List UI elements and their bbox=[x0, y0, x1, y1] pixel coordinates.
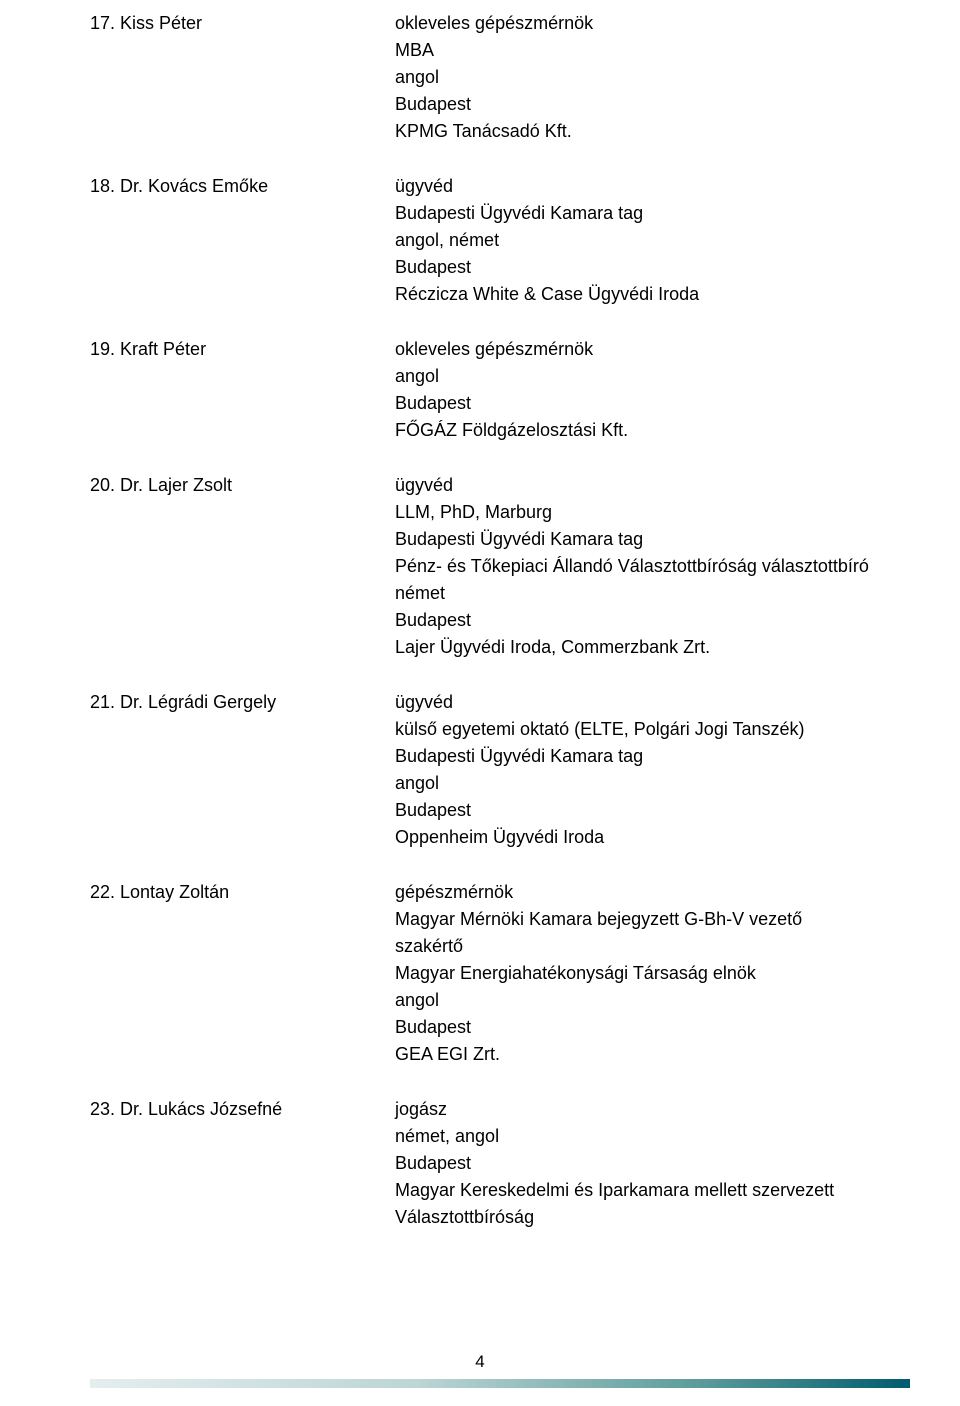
entry-line: angol, német bbox=[395, 227, 870, 254]
entry: 18. Dr. Kovács Emőke ügyvéd Budapesti Üg… bbox=[90, 173, 870, 308]
entry-line: angol bbox=[395, 770, 870, 797]
entry-line: FŐGÁZ Földgázelosztási Kft. bbox=[395, 417, 870, 444]
entry-line: Budapesti Ügyvédi Kamara tag bbox=[395, 743, 870, 770]
entry-line: Budapest bbox=[395, 390, 870, 417]
entry-line: okleveles gépészmérnök bbox=[395, 336, 870, 363]
entry-line: Budapest bbox=[395, 1014, 870, 1041]
entry-line: Budapesti Ügyvédi Kamara tag bbox=[395, 526, 870, 553]
entry: 19. Kraft Péter okleveles gépészmérnök a… bbox=[90, 336, 870, 444]
entry-label: 23. Dr. Lukács Józsefné bbox=[90, 1096, 395, 1231]
entry-line: angol bbox=[395, 987, 870, 1014]
entry-details: okleveles gépészmérnök MBA angol Budapes… bbox=[395, 10, 870, 145]
entry-details: ügyvéd LLM, PhD, Marburg Budapesti Ügyvé… bbox=[395, 472, 870, 661]
entry-line: angol bbox=[395, 363, 870, 390]
entry-line: okleveles gépészmérnök bbox=[395, 10, 870, 37]
entry: 21. Dr. Légrádi Gergely ügyvéd külső egy… bbox=[90, 689, 870, 851]
entry-line: Budapesti Ügyvédi Kamara tag bbox=[395, 200, 870, 227]
entry-line: külső egyetemi oktató (ELTE, Polgári Jog… bbox=[395, 716, 870, 743]
entry-details: okleveles gépészmérnök angol Budapest FŐ… bbox=[395, 336, 870, 444]
entry-label: 22. Lontay Zoltán bbox=[90, 879, 395, 1068]
entry-line: német bbox=[395, 580, 870, 607]
entry-line: Pénz- és Tőkepiaci Állandó Választottbír… bbox=[395, 553, 870, 580]
entry-line: Oppenheim Ügyvédi Iroda bbox=[395, 824, 870, 851]
footer-gradient-bar bbox=[90, 1379, 910, 1388]
entry: 17. Kiss Péter okleveles gépészmérnök MB… bbox=[90, 10, 870, 145]
entry-line: KPMG Tanácsadó Kft. bbox=[395, 118, 870, 145]
entry-line: Magyar Mérnöki Kamara bejegyzett G-Bh-V … bbox=[395, 906, 870, 960]
entry-label: 20. Dr. Lajer Zsolt bbox=[90, 472, 395, 661]
entry-line: angol bbox=[395, 64, 870, 91]
entry-line: jogász bbox=[395, 1096, 870, 1123]
entry-line: LLM, PhD, Marburg bbox=[395, 499, 870, 526]
entry-line: ügyvéd bbox=[395, 173, 870, 200]
entry-line: ügyvéd bbox=[395, 689, 870, 716]
entry-line: Budapest bbox=[395, 797, 870, 824]
entry-details: jogász német, angol Budapest Magyar Kere… bbox=[395, 1096, 870, 1231]
entry-details: ügyvéd külső egyetemi oktató (ELTE, Polg… bbox=[395, 689, 870, 851]
entry: 20. Dr. Lajer Zsolt ügyvéd LLM, PhD, Mar… bbox=[90, 472, 870, 661]
entry-line: Budapest bbox=[395, 607, 870, 634]
entry-details: gépészmérnök Magyar Mérnöki Kamara bejeg… bbox=[395, 879, 870, 1068]
entry-label: 19. Kraft Péter bbox=[90, 336, 395, 444]
entry-label: 18. Dr. Kovács Emőke bbox=[90, 173, 395, 308]
entry-line: Magyar Kereskedelmi és Iparkamara mellet… bbox=[395, 1177, 870, 1231]
entry-details: ügyvéd Budapesti Ügyvédi Kamara tag ango… bbox=[395, 173, 870, 308]
entry-line: gépészmérnök bbox=[395, 879, 870, 906]
entry-line: MBA bbox=[395, 37, 870, 64]
entry-line: Magyar Energiahatékonysági Társaság elnö… bbox=[395, 960, 870, 987]
entry-line: ügyvéd bbox=[395, 472, 870, 499]
entry-line: Réczicza White & Case Ügyvédi Iroda bbox=[395, 281, 870, 308]
entry: 23. Dr. Lukács Józsefné jogász német, an… bbox=[90, 1096, 870, 1231]
entry-line: Lajer Ügyvédi Iroda, Commerzbank Zrt. bbox=[395, 634, 870, 661]
page-number: 4 bbox=[0, 1349, 960, 1375]
entry-label: 21. Dr. Légrádi Gergely bbox=[90, 689, 395, 851]
entry-line: Budapest bbox=[395, 91, 870, 118]
entries-list: 17. Kiss Péter okleveles gépészmérnök MB… bbox=[90, 10, 870, 1231]
entry-line: Budapest bbox=[395, 254, 870, 281]
entry-line: Budapest bbox=[395, 1150, 870, 1177]
entry: 22. Lontay Zoltán gépészmérnök Magyar Mé… bbox=[90, 879, 870, 1068]
entry-label: 17. Kiss Péter bbox=[90, 10, 395, 145]
entry-line: német, angol bbox=[395, 1123, 870, 1150]
entry-line: GEA EGI Zrt. bbox=[395, 1041, 870, 1068]
